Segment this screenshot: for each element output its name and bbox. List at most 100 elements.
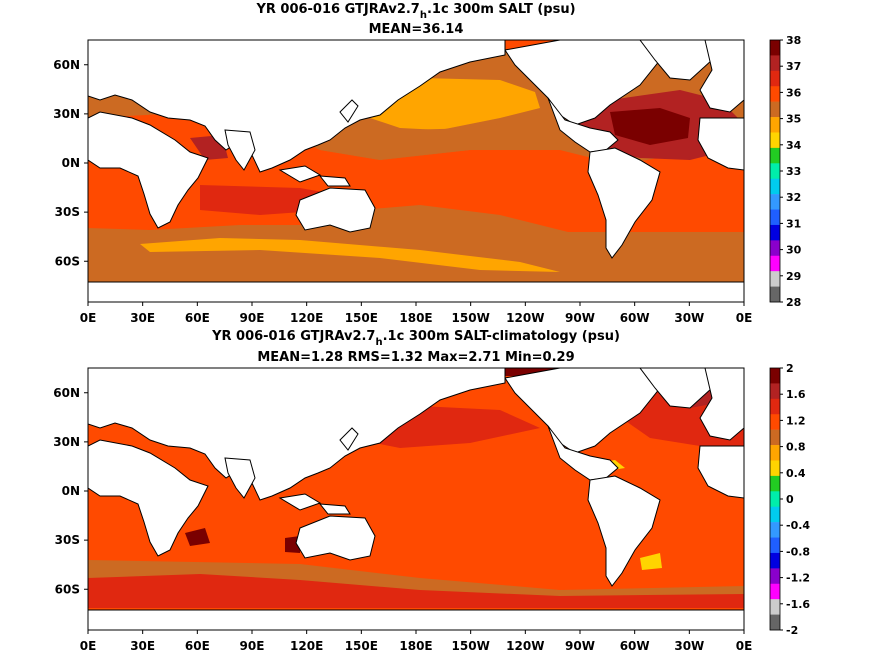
x-tick-label: 60W [620, 311, 650, 325]
colorbar-label: -2 [786, 624, 798, 637]
x-tick-label: 30W [674, 311, 704, 325]
y-tick-label: 0N [62, 156, 80, 170]
colorbar-swatch [770, 429, 780, 446]
colorbar-swatch [770, 117, 780, 133]
colorbar-swatch [770, 163, 780, 180]
x-tick-label: 120W [506, 639, 544, 653]
colorbar-label: 30 [786, 244, 802, 257]
y-tick-label: 60N [53, 386, 80, 400]
x-tick-label: 180E [399, 639, 432, 653]
colorbar-label: -0.8 [786, 545, 810, 558]
colorbar-swatch [770, 40, 780, 56]
bottom-region-agulhas [185, 528, 210, 546]
colorbar-label: 37 [786, 60, 801, 73]
top-region-southern-2 [140, 238, 560, 272]
x-tick-label: 90E [240, 311, 265, 325]
colorbar-label: 34 [786, 139, 802, 152]
colorbar-label: -0.4 [786, 519, 810, 532]
x-tick-label: 0E [80, 639, 97, 653]
x-tick-label: 0E [736, 639, 753, 653]
top-y-axis: 60N 30N 0N 30S 60S [53, 58, 88, 268]
x-tick-label: 0E [80, 311, 97, 325]
y-tick-label: 0N [62, 484, 80, 498]
colorbar-swatch [770, 414, 780, 430]
colorbar-swatch [770, 460, 780, 477]
colorbar-swatch [770, 194, 780, 210]
colorbar-swatch [770, 271, 780, 287]
colorbar-label: 33 [786, 165, 801, 178]
x-tick-label: 150E [345, 639, 378, 653]
x-tick-label: 30E [130, 639, 155, 653]
top-region-north-pacific-mid [320, 115, 560, 160]
colorbar-label: 31 [786, 217, 801, 230]
bottom-x-axis: 0E 30E 60E 90E 120E 150E 180E 150W 120W 90W 60W 30W… [80, 630, 753, 653]
x-tick-label: 30W [674, 639, 704, 653]
y-tick-label: 30S [55, 205, 80, 219]
x-tick-label: 90W [565, 311, 595, 325]
top-colorbar: 38 37 36 35 34 33 32 31 30 29 28 [769, 34, 802, 309]
colorbar-label: -1.2 [786, 572, 810, 585]
colorbar-swatch [770, 86, 780, 102]
y-tick-label: 60N [53, 58, 80, 72]
colorbar-swatch [770, 286, 780, 303]
colorbar-label: 32 [786, 191, 801, 204]
y-tick-label: 30N [53, 435, 80, 449]
colorbar-swatch [770, 224, 780, 241]
colorbar-swatch [770, 475, 780, 492]
bottom-subtitle: MEAN=1.28 RMS=1.32 Max=2.71 Min=0.29 [257, 350, 574, 365]
colorbar-label: 36 [786, 86, 802, 99]
bottom-colorbar: 2 1.6 1.2 0.8 0.4 0 -0.4 -0.8 -1.2 -1.6 -2 [769, 362, 810, 637]
colorbar-swatch [770, 132, 780, 149]
colorbar-label: 0 [786, 493, 794, 506]
colorbar-label: 1.2 [786, 414, 806, 427]
x-tick-label: 120W [506, 311, 544, 325]
colorbar-label: 29 [786, 270, 801, 283]
colorbar-swatch [770, 209, 780, 226]
colorbar-swatch [770, 491, 780, 508]
x-tick-label: 90W [565, 639, 595, 653]
top-region-north-atlantic-max [610, 108, 690, 145]
colorbar-swatch [770, 55, 780, 72]
x-tick-label: 60E [185, 639, 210, 653]
x-tick-label: 30E [130, 311, 155, 325]
colorbar-swatch [770, 240, 780, 257]
y-tick-label: 60S [55, 254, 80, 268]
x-tick-label: 120E [290, 311, 323, 325]
colorbar-label: 1.6 [786, 388, 806, 401]
colorbar-label: 38 [786, 34, 801, 47]
colorbar-label: 28 [786, 296, 801, 309]
colorbar-swatch [770, 552, 780, 569]
bottom-region-southern-2 [88, 574, 744, 608]
y-tick-label: 60S [55, 582, 80, 596]
y-tick-label: 30S [55, 533, 80, 547]
top-x-axis: 0E 30E 60E 90E 120E 150E 180E 150W 120W 90W 60W 30W… [80, 302, 753, 325]
top-subtitle: MEAN=36.14 [369, 22, 464, 37]
colorbar-swatch [770, 368, 780, 384]
colorbar-swatch [770, 537, 780, 554]
colorbar-label: 2 [786, 362, 794, 375]
colorbar-swatch [770, 614, 780, 631]
x-tick-label: 120E [290, 639, 323, 653]
x-tick-label: 0E [736, 311, 753, 325]
top-panel: YR 006-016 GTJRAv2.7h.1c 300m SALT (psu)… [53, 2, 801, 325]
colorbar-swatch [770, 255, 780, 272]
colorbar-label: 0.8 [786, 441, 806, 454]
x-tick-label: 150E [345, 311, 378, 325]
x-tick-label: 150W [452, 639, 490, 653]
x-tick-label: 90E [240, 639, 265, 653]
x-tick-label: 150W [452, 311, 490, 325]
colorbar-swatch [770, 178, 780, 195]
colorbar-swatch [770, 398, 780, 415]
colorbar-label: 35 [786, 113, 801, 126]
top-map [88, 40, 744, 302]
top-title: YR 006-016 GTJRAv2.7h.1c 300m SALT (psu) [255, 2, 575, 21]
colorbar-swatch [770, 70, 780, 87]
y-tick-label: 30N [53, 107, 80, 121]
colorbar-swatch [770, 383, 780, 400]
colorbar-swatch [770, 599, 780, 615]
bottom-y-axis: 60N 30N 0N 30S 60S [53, 386, 88, 596]
x-tick-label: 180E [399, 311, 432, 325]
colorbar-swatch [770, 506, 780, 523]
colorbar-label: -1.6 [786, 598, 810, 611]
